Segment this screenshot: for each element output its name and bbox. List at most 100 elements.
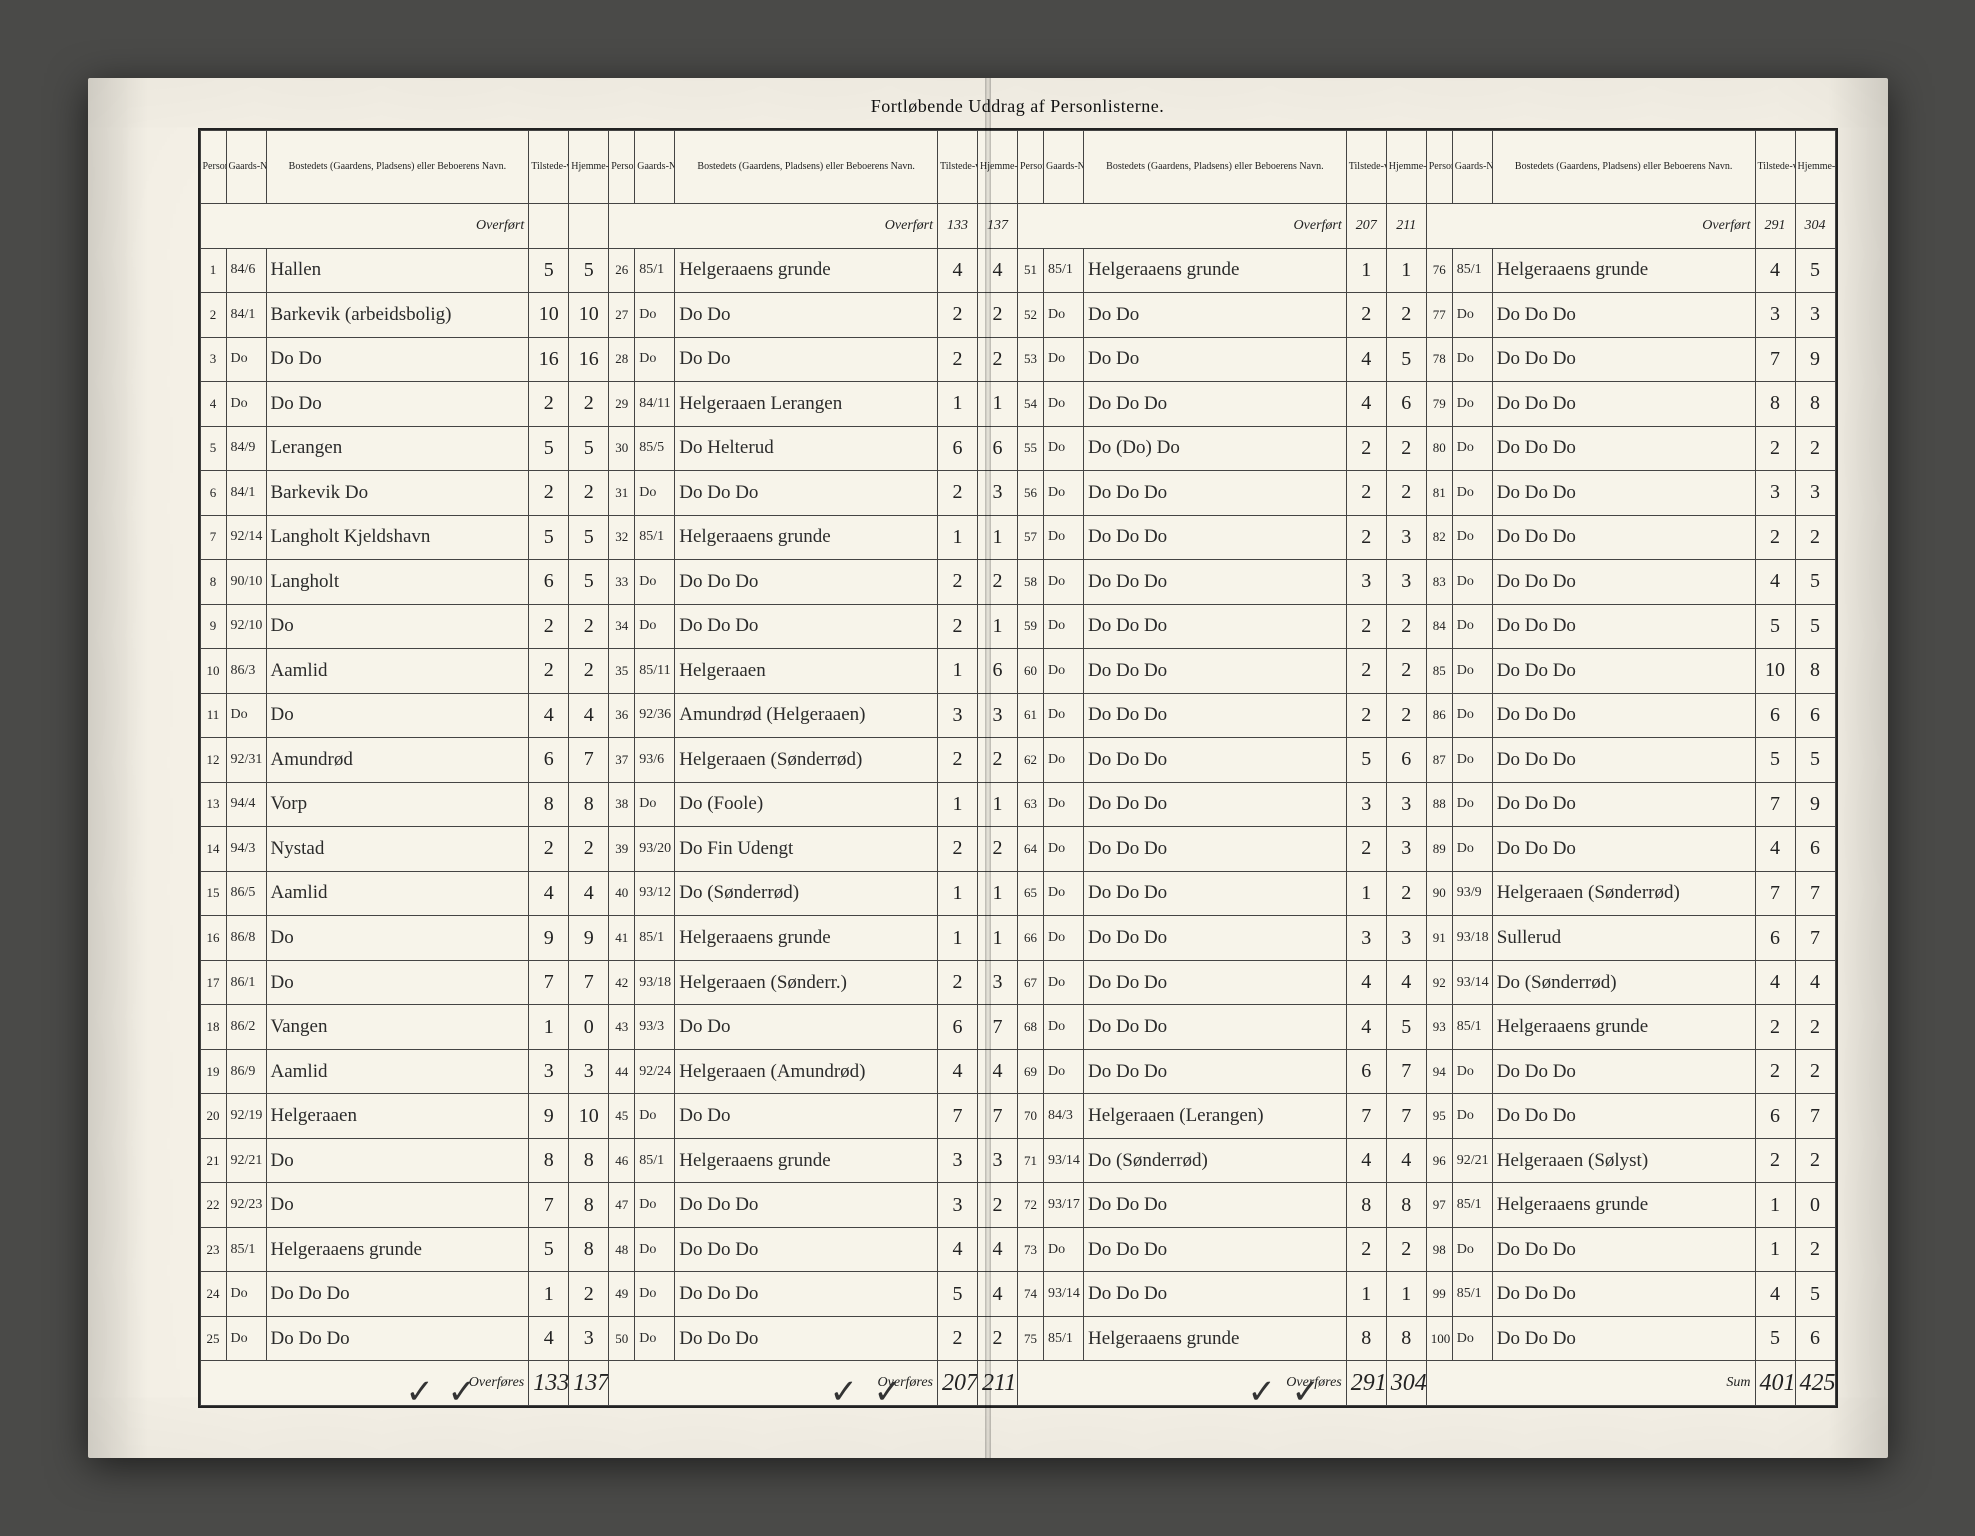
row-no: 83 — [1426, 560, 1452, 605]
bosted-name: Do Do Do — [1084, 649, 1347, 694]
tilstede-val: 1 — [938, 515, 978, 560]
tilstede-val: 5 — [529, 1227, 569, 1272]
gaard-no: 85/1 — [635, 248, 675, 293]
column-header: Bostedets (Gaardens, Pladsens) eller Beb… — [266, 131, 529, 204]
gaard-no: 93/14 — [1452, 960, 1492, 1005]
hjemme-val: 5 — [1386, 337, 1426, 382]
gaard-no: Do — [1044, 916, 1084, 961]
tilstede-val: 1 — [1755, 1183, 1795, 1228]
row-no: 73 — [1018, 1227, 1044, 1272]
hjemme-val: 8 — [569, 1183, 609, 1228]
row-no: 75 — [1018, 1316, 1044, 1361]
row-no: 1 — [200, 248, 226, 293]
gaard-no: Do — [1452, 1049, 1492, 1094]
carry-in-b: 137 — [978, 204, 1018, 249]
bosted-name: Do Do Do — [1084, 382, 1347, 427]
column-header: Hjemme-hørende Folke-mængde. — [1795, 131, 1835, 204]
carry-out-a: 291 — [1346, 1361, 1386, 1406]
column-header: Personlistens No. — [609, 131, 635, 204]
row-no: 14 — [200, 827, 226, 872]
hjemme-val: 0 — [569, 1005, 609, 1050]
hjemme-val: 5 — [569, 426, 609, 471]
row-no: 20 — [200, 1094, 226, 1139]
tilstede-val: 3 — [938, 1138, 978, 1183]
tilstede-val: 3 — [1755, 471, 1795, 516]
row-no: 18 — [200, 1005, 226, 1050]
tilstede-val: 2 — [1346, 827, 1386, 872]
hjemme-val: 4 — [978, 248, 1018, 293]
tilstede-val: 2 — [1755, 426, 1795, 471]
tilstede-val: 7 — [1755, 337, 1795, 382]
hjemme-val: 1 — [978, 782, 1018, 827]
tilstede-val: 4 — [938, 1227, 978, 1272]
tilstede-val: 6 — [1755, 916, 1795, 961]
hjemme-val: 6 — [1386, 738, 1426, 783]
row-no: 67 — [1018, 960, 1044, 1005]
row-no: 60 — [1018, 649, 1044, 694]
hjemme-val: 2 — [1386, 1227, 1426, 1272]
tilstede-val: 3 — [529, 1049, 569, 1094]
row-no: 50 — [609, 1316, 635, 1361]
tilstede-val: 6 — [1346, 1049, 1386, 1094]
column-header: Hjemme-hørende Folke-mængde. — [1386, 131, 1426, 204]
bosted-name: Helgeraaens grunde — [1492, 1183, 1755, 1228]
column-header: Personlistens No. — [1426, 131, 1452, 204]
tilstede-val: 4 — [1346, 337, 1386, 382]
bosted-name: Do Do Do — [1492, 827, 1755, 872]
bosted-name: Helgeraaens grunde — [675, 1138, 938, 1183]
gaard-no: 85/1 — [635, 515, 675, 560]
bosted-name: Do Do — [675, 293, 938, 338]
row-no: 15 — [200, 871, 226, 916]
gaard-no: Do — [1044, 693, 1084, 738]
hjemme-val: 5 — [569, 248, 609, 293]
bosted-name: Do Do — [266, 337, 529, 382]
bosted-name: Helgeraaens grunde — [675, 916, 938, 961]
tilstede-val: 2 — [938, 960, 978, 1005]
gaard-no: 92/19 — [226, 1094, 266, 1139]
hjemme-val: 5 — [569, 560, 609, 605]
bosted-name: Langholt Kjeldshavn — [266, 515, 529, 560]
row-no: 5 — [200, 426, 226, 471]
bosted-name: Do Do Do — [1084, 960, 1347, 1005]
hjemme-val: 7 — [569, 738, 609, 783]
gaard-no: 92/36 — [635, 693, 675, 738]
row-no: 40 — [609, 871, 635, 916]
row-no: 36 — [609, 693, 635, 738]
gaard-no: Do — [1044, 782, 1084, 827]
row-no: 23 — [200, 1227, 226, 1272]
carry-out-b: 137 — [569, 1361, 609, 1406]
bosted-name: Aamlid — [266, 649, 529, 694]
gaard-no: Do — [1452, 471, 1492, 516]
bosted-name: Do Do — [266, 382, 529, 427]
gaard-no: Do — [1044, 293, 1084, 338]
tilstede-val: 4 — [1755, 248, 1795, 293]
gaard-no: Do — [226, 382, 266, 427]
bosted-name: Do Do Do — [1084, 1049, 1347, 1094]
gaard-no: Do — [1452, 426, 1492, 471]
tilstede-val: 6 — [938, 1005, 978, 1050]
tilstede-val: 8 — [1346, 1316, 1386, 1361]
tilstede-val: 1 — [938, 382, 978, 427]
bosted-name: Do — [266, 693, 529, 738]
hjemme-val: 2 — [569, 382, 609, 427]
tilstede-val: 2 — [1346, 293, 1386, 338]
column-header: Bostedets (Gaardens, Pladsens) eller Beb… — [1084, 131, 1347, 204]
hjemme-val: 5 — [1795, 604, 1835, 649]
tilstede-val: 5 — [1755, 604, 1795, 649]
bosted-name: Helgeraaen (Amundrød) — [675, 1049, 938, 1094]
bosted-name: Do Do Do — [1084, 827, 1347, 872]
bosted-name: Do (Sønderrød) — [1492, 960, 1755, 1005]
tilstede-val: 3 — [1346, 782, 1386, 827]
overfores-label: Overføres — [200, 1361, 529, 1406]
bosted-name: Do Do Do — [1084, 471, 1347, 516]
tilstede-val: 7 — [1755, 782, 1795, 827]
tilstede-val: 2 — [529, 827, 569, 872]
column-header: Gaards-No. og Brugs-No. — [1452, 131, 1492, 204]
hjemme-val: 1 — [1386, 248, 1426, 293]
gaard-no: 93/6 — [635, 738, 675, 783]
bosted-name: Amundrød (Helgeraaen) — [675, 693, 938, 738]
hjemme-val: 8 — [1386, 1316, 1426, 1361]
hjemme-val: 3 — [1795, 471, 1835, 516]
row-no: 91 — [1426, 916, 1452, 961]
bosted-name: Do Do — [675, 337, 938, 382]
